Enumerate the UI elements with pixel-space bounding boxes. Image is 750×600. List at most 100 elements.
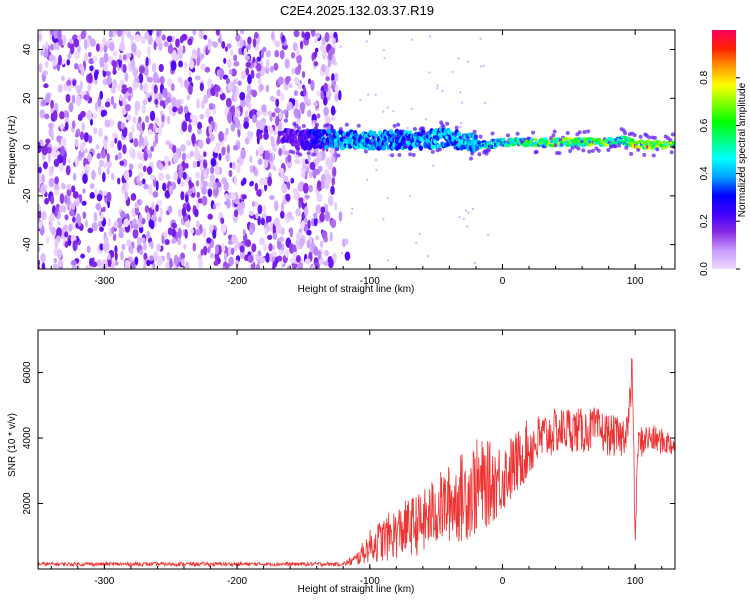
heatmap-noise-cell	[240, 148, 246, 160]
heatmap-noise-cell	[191, 52, 196, 60]
heatmap-noise-cell	[153, 40, 157, 51]
heatmap-noise-cell	[338, 211, 343, 222]
heatmap-noise-cell	[95, 203, 101, 211]
heatmap-signal-cell	[293, 133, 298, 138]
heatmap-noise-cell	[45, 138, 51, 144]
heatmap-noise-cell	[247, 36, 252, 45]
heatmap-noise-cell	[278, 111, 283, 120]
heatmap-noise-cell	[202, 245, 208, 256]
heatmap-noise-cell	[235, 33, 241, 42]
heatmap-noise-cell	[172, 106, 178, 113]
heatmap-noise-cell	[65, 165, 71, 176]
heatmap-noise-cell	[184, 79, 189, 89]
heatmap-noise-cell	[72, 216, 76, 223]
heatmap-noise-cell	[136, 77, 140, 84]
heatmap-noise-cell	[57, 84, 63, 93]
heatmap-noise-cell	[67, 53, 72, 60]
heatmap-noise-cell	[263, 243, 267, 252]
heatmap-noise-cell	[175, 99, 182, 109]
heatmap-noise-cell	[324, 211, 331, 222]
heatmap-noise-cell	[137, 171, 144, 178]
heatmap-noise-cell	[241, 194, 247, 200]
heatmap-noise-cell	[79, 131, 85, 141]
heatmap-noise-cell	[156, 243, 162, 252]
heatmap-signal-cell	[671, 140, 675, 145]
heatmap-noise-cell	[43, 83, 49, 89]
heatmap-noise-cell	[324, 249, 330, 257]
heatmap-noise-cell	[175, 38, 180, 48]
heatmap-noise-cell	[151, 62, 157, 73]
heatmap-signal-cell	[421, 126, 426, 131]
heatmap-noise-cell	[208, 181, 215, 188]
heatmap-noise-cell	[329, 231, 333, 242]
heatmap-noise-cell	[132, 67, 139, 77]
heatmap-noise-cell	[167, 227, 173, 236]
heatmap-noise-cell	[210, 157, 217, 167]
heatmap-noise-cell	[187, 76, 193, 83]
snr-x-tick-label: 0	[500, 576, 506, 587]
heatmap-noise-cell	[111, 226, 115, 235]
heatmap-noise-cell	[158, 92, 163, 102]
heatmap-noise-cell	[382, 49, 385, 52]
heatmap-noise-cell	[107, 259, 112, 268]
heatmap-noise-cell	[91, 113, 97, 120]
heatmap-noise-cell	[465, 209, 468, 212]
heatmap-noise-cell	[72, 79, 77, 87]
heatmap-noise-cell	[121, 126, 128, 138]
heatmap-noise-cell	[344, 238, 349, 245]
heatmap-noise-cell	[259, 237, 265, 245]
heatmap-noise-cell	[38, 221, 43, 229]
heatmap-noise-cell	[315, 235, 320, 241]
heatmap-noise-cell	[165, 173, 171, 181]
heatmap-noise-cell	[48, 54, 55, 62]
snr-plot-area	[38, 330, 675, 569]
heatmap-noise-cell	[38, 246, 41, 252]
heatmap-noise-cell	[234, 109, 241, 118]
heatmap-noise-cell	[199, 155, 204, 161]
heatmap-signal-cell	[564, 137, 569, 141]
heatmap-noise-cell	[38, 30, 42, 34]
heatmap-noise-cell	[265, 58, 270, 70]
heatmap-noise-cell	[212, 41, 218, 48]
heatmap-noise-cell	[172, 144, 177, 154]
heatmap-noise-cell	[61, 182, 65, 189]
heatmap-signal-cell	[624, 145, 629, 150]
heatmap-noise-cell	[183, 244, 187, 250]
heatmap-noise-cell	[122, 63, 127, 74]
spectrogram-y-tick-label: 20	[22, 92, 33, 104]
heatmap-noise-cell	[67, 158, 71, 164]
heatmap-noise-cell	[194, 149, 201, 161]
heatmap-noise-cell	[367, 93, 370, 96]
heatmap-noise-cell	[213, 203, 217, 210]
heatmap-signal-cell	[623, 131, 628, 136]
heatmap-noise-cell	[187, 188, 192, 197]
heatmap-noise-cell	[166, 115, 171, 125]
heatmap-signal-cell	[549, 136, 554, 141]
snr-y-tick-label: 4000	[22, 426, 33, 449]
heatmap-noise-cell	[212, 229, 217, 239]
heatmap-noise-cell	[71, 185, 76, 193]
heatmap-signal-cell	[646, 135, 651, 140]
heatmap-noise-cell	[256, 110, 261, 117]
heatmap-noise-cell	[293, 108, 300, 119]
heatmap-noise-cell	[180, 191, 185, 201]
heatmap-signal-cell	[490, 131, 495, 136]
heatmap-noise-cell	[141, 178, 146, 185]
heatmap-noise-cell	[249, 210, 255, 216]
heatmap-noise-cell	[248, 102, 252, 112]
heatmap-noise-cell	[330, 105, 336, 116]
heatmap-noise-cell	[278, 227, 282, 234]
heatmap-noise-cell	[200, 248, 204, 256]
heatmap-noise-cell	[58, 38, 63, 46]
heatmap-signal-cell	[596, 148, 601, 153]
heatmap-noise-cell	[459, 126, 462, 129]
heatmap-noise-cell	[70, 259, 77, 266]
heatmap-noise-cell	[213, 146, 219, 154]
heatmap-noise-cell	[168, 205, 173, 214]
heatmap-noise-cell	[257, 77, 263, 85]
heatmap-noise-cell	[158, 42, 163, 52]
heatmap-noise-cell	[304, 206, 309, 217]
heatmap-noise-cell	[225, 97, 232, 108]
heatmap-noise-cell	[458, 216, 461, 219]
heatmap-noise-cell	[382, 110, 385, 113]
